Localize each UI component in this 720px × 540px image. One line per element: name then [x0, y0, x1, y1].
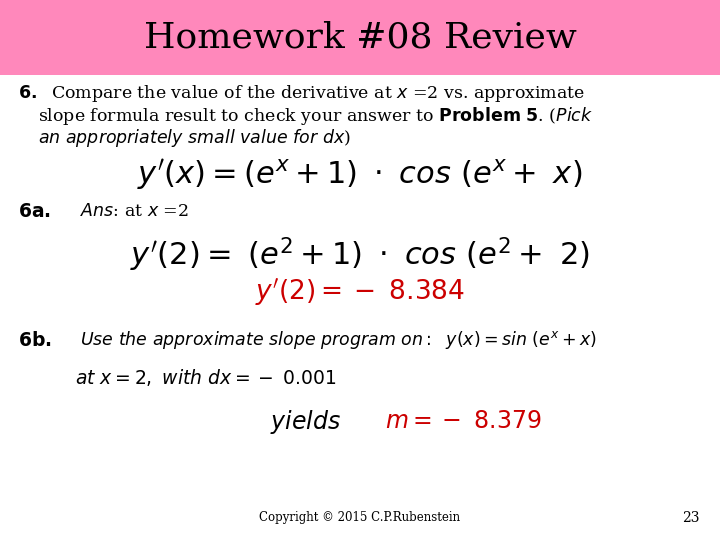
Text: $\mathbf{6a.}$: $\mathbf{6a.}$: [18, 203, 51, 221]
Text: $\mathit{at}\ x = 2\mathit{,\ with\ dx = -\ 0.001}$: $\mathit{at}\ x = 2\mathit{,\ with\ dx =…: [75, 367, 336, 388]
Text: $\mathbf{6b.}$: $\mathbf{6b.}$: [18, 330, 52, 349]
Text: $\mathbf{6.}$  Compare the value of the derivative at $x$ =2 vs. approximate: $\mathbf{6.}$ Compare the value of the d…: [18, 83, 585, 104]
FancyBboxPatch shape: [0, 0, 720, 75]
Text: $\mathbf{\mathit{m = -\ 8.379}}$: $\mathbf{\mathit{m = -\ 8.379}}$: [385, 410, 541, 434]
Text: $\mathit{y'(2) = -\ 8.384}$: $\mathit{y'(2) = -\ 8.384}$: [255, 276, 465, 308]
Text: 23: 23: [683, 511, 700, 525]
Text: $\mathit{Ans}$: at $x$ =2: $\mathit{Ans}$: at $x$ =2: [80, 204, 189, 220]
Text: slope formula result to check your answer to $\mathbf{Problem\ 5}$. ($\mathit{Pi: slope formula result to check your answe…: [38, 105, 593, 127]
Text: Copyright © 2015 C.P.Rubenstein: Copyright © 2015 C.P.Rubenstein: [259, 511, 461, 524]
Text: $\mathit{yields}$: $\mathit{yields}$: [270, 408, 341, 436]
Text: $y'(2) =\ (e^2 + 1)\ \cdot\ \mathit{cos}\ (e^2 +\ 2)$: $y'(2) =\ (e^2 + 1)\ \cdot\ \mathit{cos}…: [130, 236, 590, 274]
Text: $\mathit{an\ appropriately\ small\ value\ for\ dx}$): $\mathit{an\ appropriately\ small\ value…: [38, 127, 351, 149]
Text: Homework #08 Review: Homework #08 Review: [143, 21, 577, 55]
Text: $\mathit{Use\ the\ approximate\ slope\ program\ on:}$  $y(x) = \mathit{sin}\ (e^: $\mathit{Use\ the\ approximate\ slope\ p…: [80, 329, 597, 351]
Text: $y'(x) = (e^x + 1)\ \cdot\ \mathit{cos}\ (e^x +\ x)$: $y'(x) = (e^x + 1)\ \cdot\ \mathit{cos}\…: [138, 158, 582, 192]
